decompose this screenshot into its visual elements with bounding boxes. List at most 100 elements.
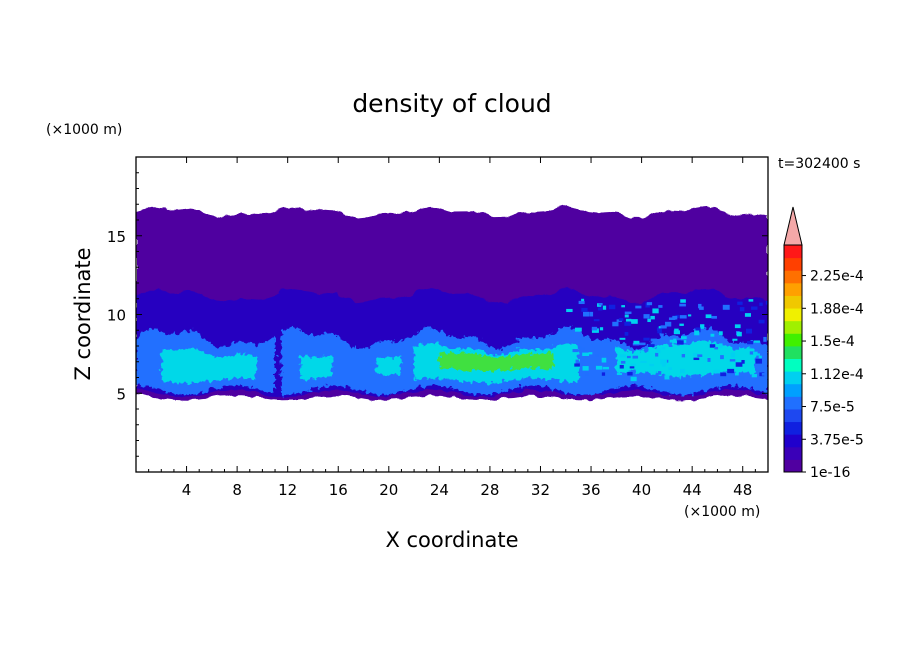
colorbar-swatch <box>784 446 802 460</box>
colorbar-swatch <box>784 282 802 296</box>
colorbar-swatch <box>784 295 802 309</box>
density-speckle <box>582 366 589 371</box>
density-speckle <box>668 367 673 370</box>
density-speckle <box>575 359 579 365</box>
density-speckle <box>595 354 600 357</box>
density-speckle <box>673 338 677 343</box>
colorbar-swatch <box>784 358 802 372</box>
density-speckle <box>652 308 659 314</box>
density-speckle <box>638 342 646 346</box>
density-speckle <box>593 319 600 322</box>
density-speckle <box>616 372 622 376</box>
density-speckle <box>624 332 629 336</box>
density-speckle <box>669 339 674 343</box>
density-speckle <box>748 299 754 302</box>
colorbar-label: 1.88e-4 <box>810 301 864 317</box>
density-speckle <box>711 330 718 335</box>
density-speckle <box>650 315 655 320</box>
density-speckle <box>722 304 730 310</box>
density-speckle <box>608 304 616 310</box>
density-speckle <box>665 321 672 327</box>
x-tick-label: 4 <box>182 481 192 499</box>
density-speckle <box>618 318 624 321</box>
density-speckle <box>680 299 686 303</box>
density-speckle <box>650 338 657 342</box>
density-speckle <box>679 303 686 307</box>
colorbar-swatch <box>784 396 802 410</box>
density-speckle <box>574 327 582 332</box>
density-speckle <box>761 372 768 376</box>
colorbar-swatch <box>784 421 802 435</box>
density-speckle <box>598 303 603 306</box>
density-speckle <box>692 353 699 356</box>
density-speckle <box>755 358 762 364</box>
density-speckle <box>718 331 723 336</box>
density-speckle <box>699 306 704 310</box>
colorbar-swatch <box>784 333 802 347</box>
x-tick-label: 20 <box>379 481 398 499</box>
colorbar-label: 1.12e-4 <box>810 367 864 383</box>
density-speckle <box>677 340 684 345</box>
density-speckle <box>751 374 757 378</box>
density-speckle <box>714 346 719 350</box>
density-speckle <box>713 369 721 374</box>
density-speckle <box>719 343 723 349</box>
density-speckle <box>589 311 594 317</box>
density-speckle <box>763 336 767 342</box>
y-tick-label: 5 <box>116 385 126 403</box>
density-speckle <box>737 376 745 381</box>
density-speckle <box>658 305 663 308</box>
layer-high <box>161 348 257 383</box>
density-speckle <box>735 362 743 367</box>
density-speckle <box>572 349 579 353</box>
density-speckle <box>727 368 735 374</box>
density-speckle <box>712 337 718 342</box>
density-speckle <box>588 352 593 355</box>
density-speckle <box>739 307 745 312</box>
x-tick-label: 28 <box>480 481 499 499</box>
cloud-density-field <box>136 206 768 401</box>
density-speckle <box>753 351 758 356</box>
density-speckle <box>745 328 752 334</box>
density-speckle <box>720 355 724 360</box>
density-speckle <box>747 340 754 345</box>
x-tick-label: 24 <box>430 481 449 499</box>
density-speckle <box>602 305 607 310</box>
colorbar-label: 3.75e-5 <box>810 432 864 448</box>
density-speckle <box>627 372 633 376</box>
density-speckle <box>668 317 676 320</box>
density-speckle <box>604 369 609 373</box>
density-speckle <box>680 336 687 340</box>
density-speckle <box>640 360 647 363</box>
density-speckle <box>601 357 607 363</box>
density-speckle <box>643 314 650 319</box>
layer-high <box>376 356 402 376</box>
colorbar-label: 2.25e-4 <box>810 269 864 285</box>
density-speckle <box>647 344 655 347</box>
density-speckle <box>646 302 653 306</box>
density-speckle <box>632 355 639 359</box>
density-speckle <box>744 313 752 317</box>
time-label: t=302400 s <box>778 156 860 172</box>
density-speckle <box>619 364 624 369</box>
density-speckle <box>709 344 716 348</box>
density-speckle <box>566 308 573 313</box>
density-speckle <box>758 319 765 324</box>
x-tick-label: 12 <box>278 481 297 499</box>
colorbar-swatch <box>784 434 802 448</box>
density-speckle <box>655 352 659 357</box>
y-unit-label: (×1000 m) <box>46 122 122 138</box>
density-speckle <box>635 305 642 309</box>
colorbar-swatch <box>784 408 802 423</box>
colorbar-swatch <box>784 371 802 385</box>
density-speckle <box>619 354 627 358</box>
density-speckle <box>581 298 585 302</box>
density-speckle <box>630 376 637 382</box>
density-speckle <box>619 337 626 340</box>
colorbar-swatch <box>784 308 802 322</box>
density-speckle <box>624 321 632 326</box>
density-speckle <box>661 363 666 367</box>
density-speckle <box>681 354 686 358</box>
density-speckle <box>591 326 598 331</box>
